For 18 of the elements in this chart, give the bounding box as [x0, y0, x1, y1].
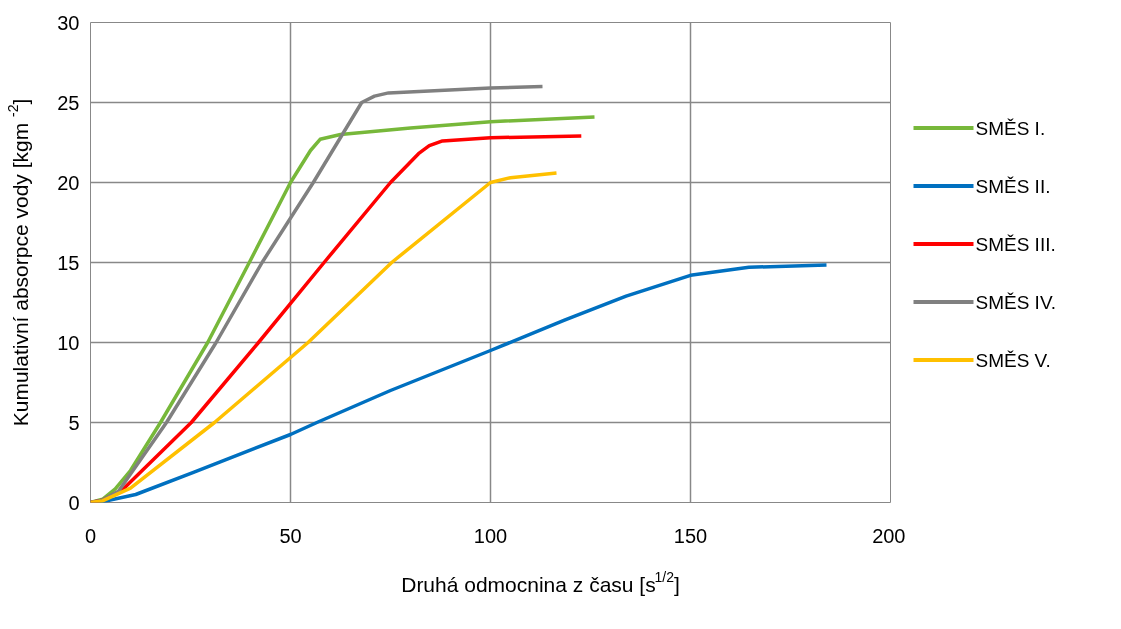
y-tick-label: 0	[68, 491, 80, 514]
y-tick-label: 25	[57, 91, 80, 114]
x-tick-label: 0	[84, 524, 97, 547]
x-tick-label: 100	[473, 524, 508, 547]
legend-label: SMĚS IV.	[975, 291, 1057, 313]
y-tick-label: 10	[57, 331, 80, 354]
legend-label: SMĚS V.	[975, 349, 1051, 371]
y-tick-label: 15	[57, 251, 80, 274]
y-tick-label: 5	[68, 411, 80, 434]
x-tick-label: 200	[872, 524, 906, 547]
x-tick-label: 150	[673, 524, 708, 547]
legend-label: SMĚS III.	[975, 233, 1056, 255]
y-tick-label: 30	[57, 11, 80, 34]
x-tick-label: 50	[279, 524, 302, 547]
y-axis-title: Kumulativní absorpce vody [kgm-2]	[4, 98, 32, 427]
legend-label: SMĚS II.	[975, 175, 1051, 197]
legend-label: SMĚS I.	[975, 117, 1046, 139]
y-tick-label: 20	[57, 171, 80, 194]
